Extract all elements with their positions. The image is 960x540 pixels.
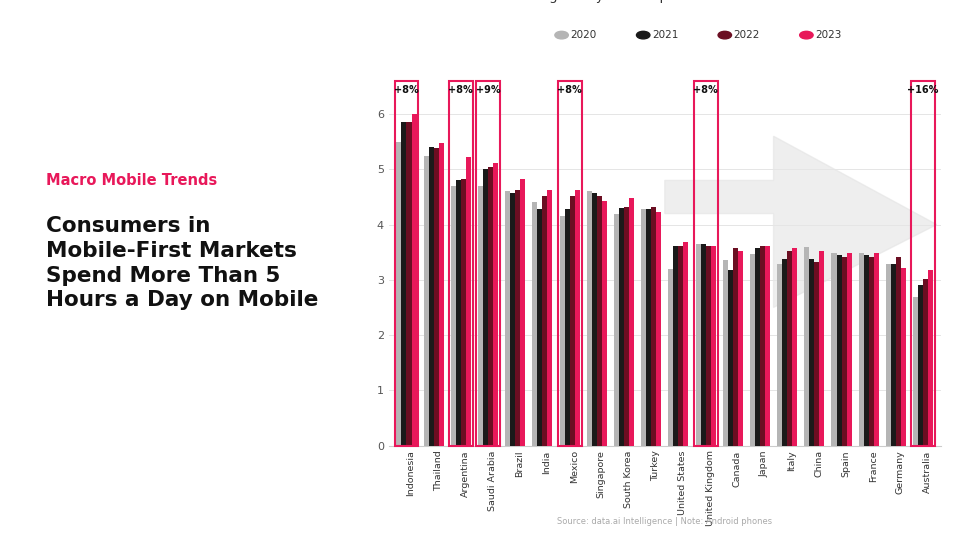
Text: +8%: +8% — [557, 85, 582, 96]
Bar — [624, 207, 629, 446]
Bar — [886, 265, 891, 446]
Bar — [831, 253, 836, 446]
Bar — [461, 179, 466, 446]
Bar — [924, 279, 928, 445]
Text: +8%: +8% — [395, 85, 419, 96]
Bar — [820, 251, 825, 446]
Bar — [505, 192, 510, 446]
Bar — [520, 179, 525, 446]
Bar — [396, 141, 401, 446]
Bar — [478, 186, 483, 446]
Bar — [560, 217, 564, 446]
Bar — [918, 285, 924, 446]
Bar — [493, 163, 498, 446]
Bar — [896, 256, 901, 446]
Bar — [684, 242, 688, 446]
Bar — [466, 157, 471, 446]
Text: Consumers in
Mobile-First Markets
Spend More Than 5
Hours a Day on Mobile: Consumers in Mobile-First Markets Spend … — [45, 216, 318, 310]
Text: 2022: 2022 — [733, 30, 759, 40]
Bar — [864, 255, 869, 446]
Text: +16%: +16% — [907, 85, 939, 96]
Bar — [412, 114, 417, 446]
Bar — [542, 196, 547, 446]
Bar — [869, 256, 874, 446]
Text: +8%: +8% — [693, 85, 718, 96]
Bar — [614, 213, 619, 446]
Bar — [533, 202, 538, 446]
Bar — [804, 247, 809, 446]
Text: 2023: 2023 — [815, 30, 841, 40]
Bar — [847, 253, 852, 446]
Bar — [401, 123, 406, 445]
Bar — [510, 193, 516, 446]
Bar — [765, 246, 770, 446]
Text: +8%: +8% — [448, 85, 473, 96]
Bar — [874, 253, 878, 446]
Text: Macro Mobile Trends: Macro Mobile Trends — [45, 173, 217, 188]
Bar — [928, 270, 933, 446]
Bar — [836, 255, 842, 446]
Bar — [891, 265, 896, 446]
Bar — [569, 196, 575, 446]
Bar — [646, 209, 651, 446]
Bar — [564, 209, 569, 446]
Polygon shape — [665, 136, 937, 307]
Text: Average Daily Hours Spent on Mobile Per User: Average Daily Hours Spent on Mobile Per … — [511, 0, 819, 3]
Bar — [710, 246, 715, 446]
Bar — [629, 198, 634, 446]
Bar — [701, 244, 706, 446]
Bar — [657, 212, 661, 446]
Bar — [434, 148, 439, 445]
Bar — [456, 180, 461, 446]
Bar — [755, 248, 760, 446]
Bar — [423, 156, 428, 445]
Bar — [738, 251, 743, 446]
Bar — [842, 256, 847, 446]
Bar — [451, 186, 456, 446]
Bar — [814, 262, 820, 446]
Bar — [732, 248, 738, 446]
Bar — [428, 147, 434, 446]
Bar — [696, 244, 701, 446]
Bar — [597, 196, 602, 446]
Bar — [787, 251, 792, 446]
Bar — [901, 268, 906, 445]
Bar — [641, 209, 646, 446]
Bar — [575, 190, 580, 446]
Bar — [777, 265, 782, 446]
Bar — [858, 253, 864, 446]
Bar — [602, 201, 607, 446]
Bar — [750, 254, 755, 446]
Bar — [547, 190, 553, 446]
Bar — [619, 208, 624, 446]
Bar — [782, 259, 787, 445]
Bar — [679, 246, 684, 446]
Text: 2021: 2021 — [652, 30, 678, 40]
Bar — [706, 246, 710, 446]
Bar — [439, 143, 444, 446]
Bar — [723, 260, 728, 445]
Text: +9%: +9% — [476, 85, 500, 96]
Bar — [538, 209, 542, 446]
Bar — [483, 170, 488, 445]
Bar — [651, 207, 657, 446]
Bar — [516, 190, 520, 446]
Bar — [913, 298, 918, 446]
Bar — [673, 246, 679, 446]
Bar — [488, 167, 493, 446]
Text: Source: data.ai Intelligence | Note: Android phones: Source: data.ai Intelligence | Note: And… — [557, 517, 773, 526]
Bar — [809, 259, 814, 445]
Text: 2020: 2020 — [570, 30, 596, 40]
Bar — [792, 248, 797, 446]
Bar — [587, 192, 591, 446]
Bar — [406, 123, 412, 445]
Bar — [728, 270, 732, 446]
Bar — [668, 269, 673, 446]
Bar — [591, 193, 597, 446]
Bar — [760, 246, 765, 446]
